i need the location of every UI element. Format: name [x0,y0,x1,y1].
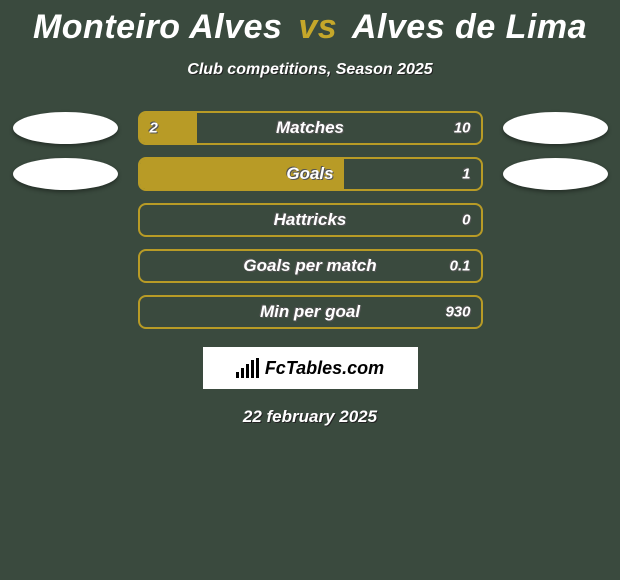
stat-row: Goals per match 0.1 [0,249,620,283]
stat-right-value: 1 [462,166,470,183]
brand-bars-icon [236,358,259,378]
stat-bar: 2 Matches 10 [138,111,483,145]
player1-oval-icon [13,112,118,144]
stat-label: Min per goal [260,302,360,322]
player1-oval-icon [13,158,118,190]
stat-label: Matches [276,118,344,138]
player2-oval-icon [503,158,608,190]
brand-box: FcTables.com [203,347,418,389]
stat-right-value: 10 [454,120,471,137]
stat-fill [140,113,198,143]
stat-row: Min per goal 930 [0,295,620,329]
player2-name: Alves de Lima [352,8,587,46]
stat-right-value: 0.1 [450,258,471,275]
stat-left-value: 2 [150,120,158,137]
stat-row: Hattricks 0 [0,203,620,237]
stat-bar: Hattricks 0 [138,203,483,237]
stat-right-value: 0 [462,212,470,229]
brand-text: FcTables.com [265,358,384,379]
stat-bar: Goals per match 0.1 [138,249,483,283]
stat-row: Goals 1 [0,157,620,191]
vs-text: vs [298,8,337,46]
stat-label: Goals per match [243,256,376,276]
player1-name: Monteiro Alves [33,8,282,46]
stat-label: Goals [286,164,333,184]
page-title: Monteiro Alves vs Alves de Lima [0,0,620,47]
stat-right-value: 930 [445,304,470,321]
stat-bar: Goals 1 [138,157,483,191]
date-text: 22 february 2025 [0,407,620,427]
stat-row: 2 Matches 10 [0,111,620,145]
subtitle: Club competitions, Season 2025 [0,61,620,79]
player2-oval-icon [503,112,608,144]
stat-label: Hattricks [274,210,347,230]
stats-container: 2 Matches 10 Goals 1 Hattricks 0 Go [0,111,620,329]
stat-bar: Min per goal 930 [138,295,483,329]
